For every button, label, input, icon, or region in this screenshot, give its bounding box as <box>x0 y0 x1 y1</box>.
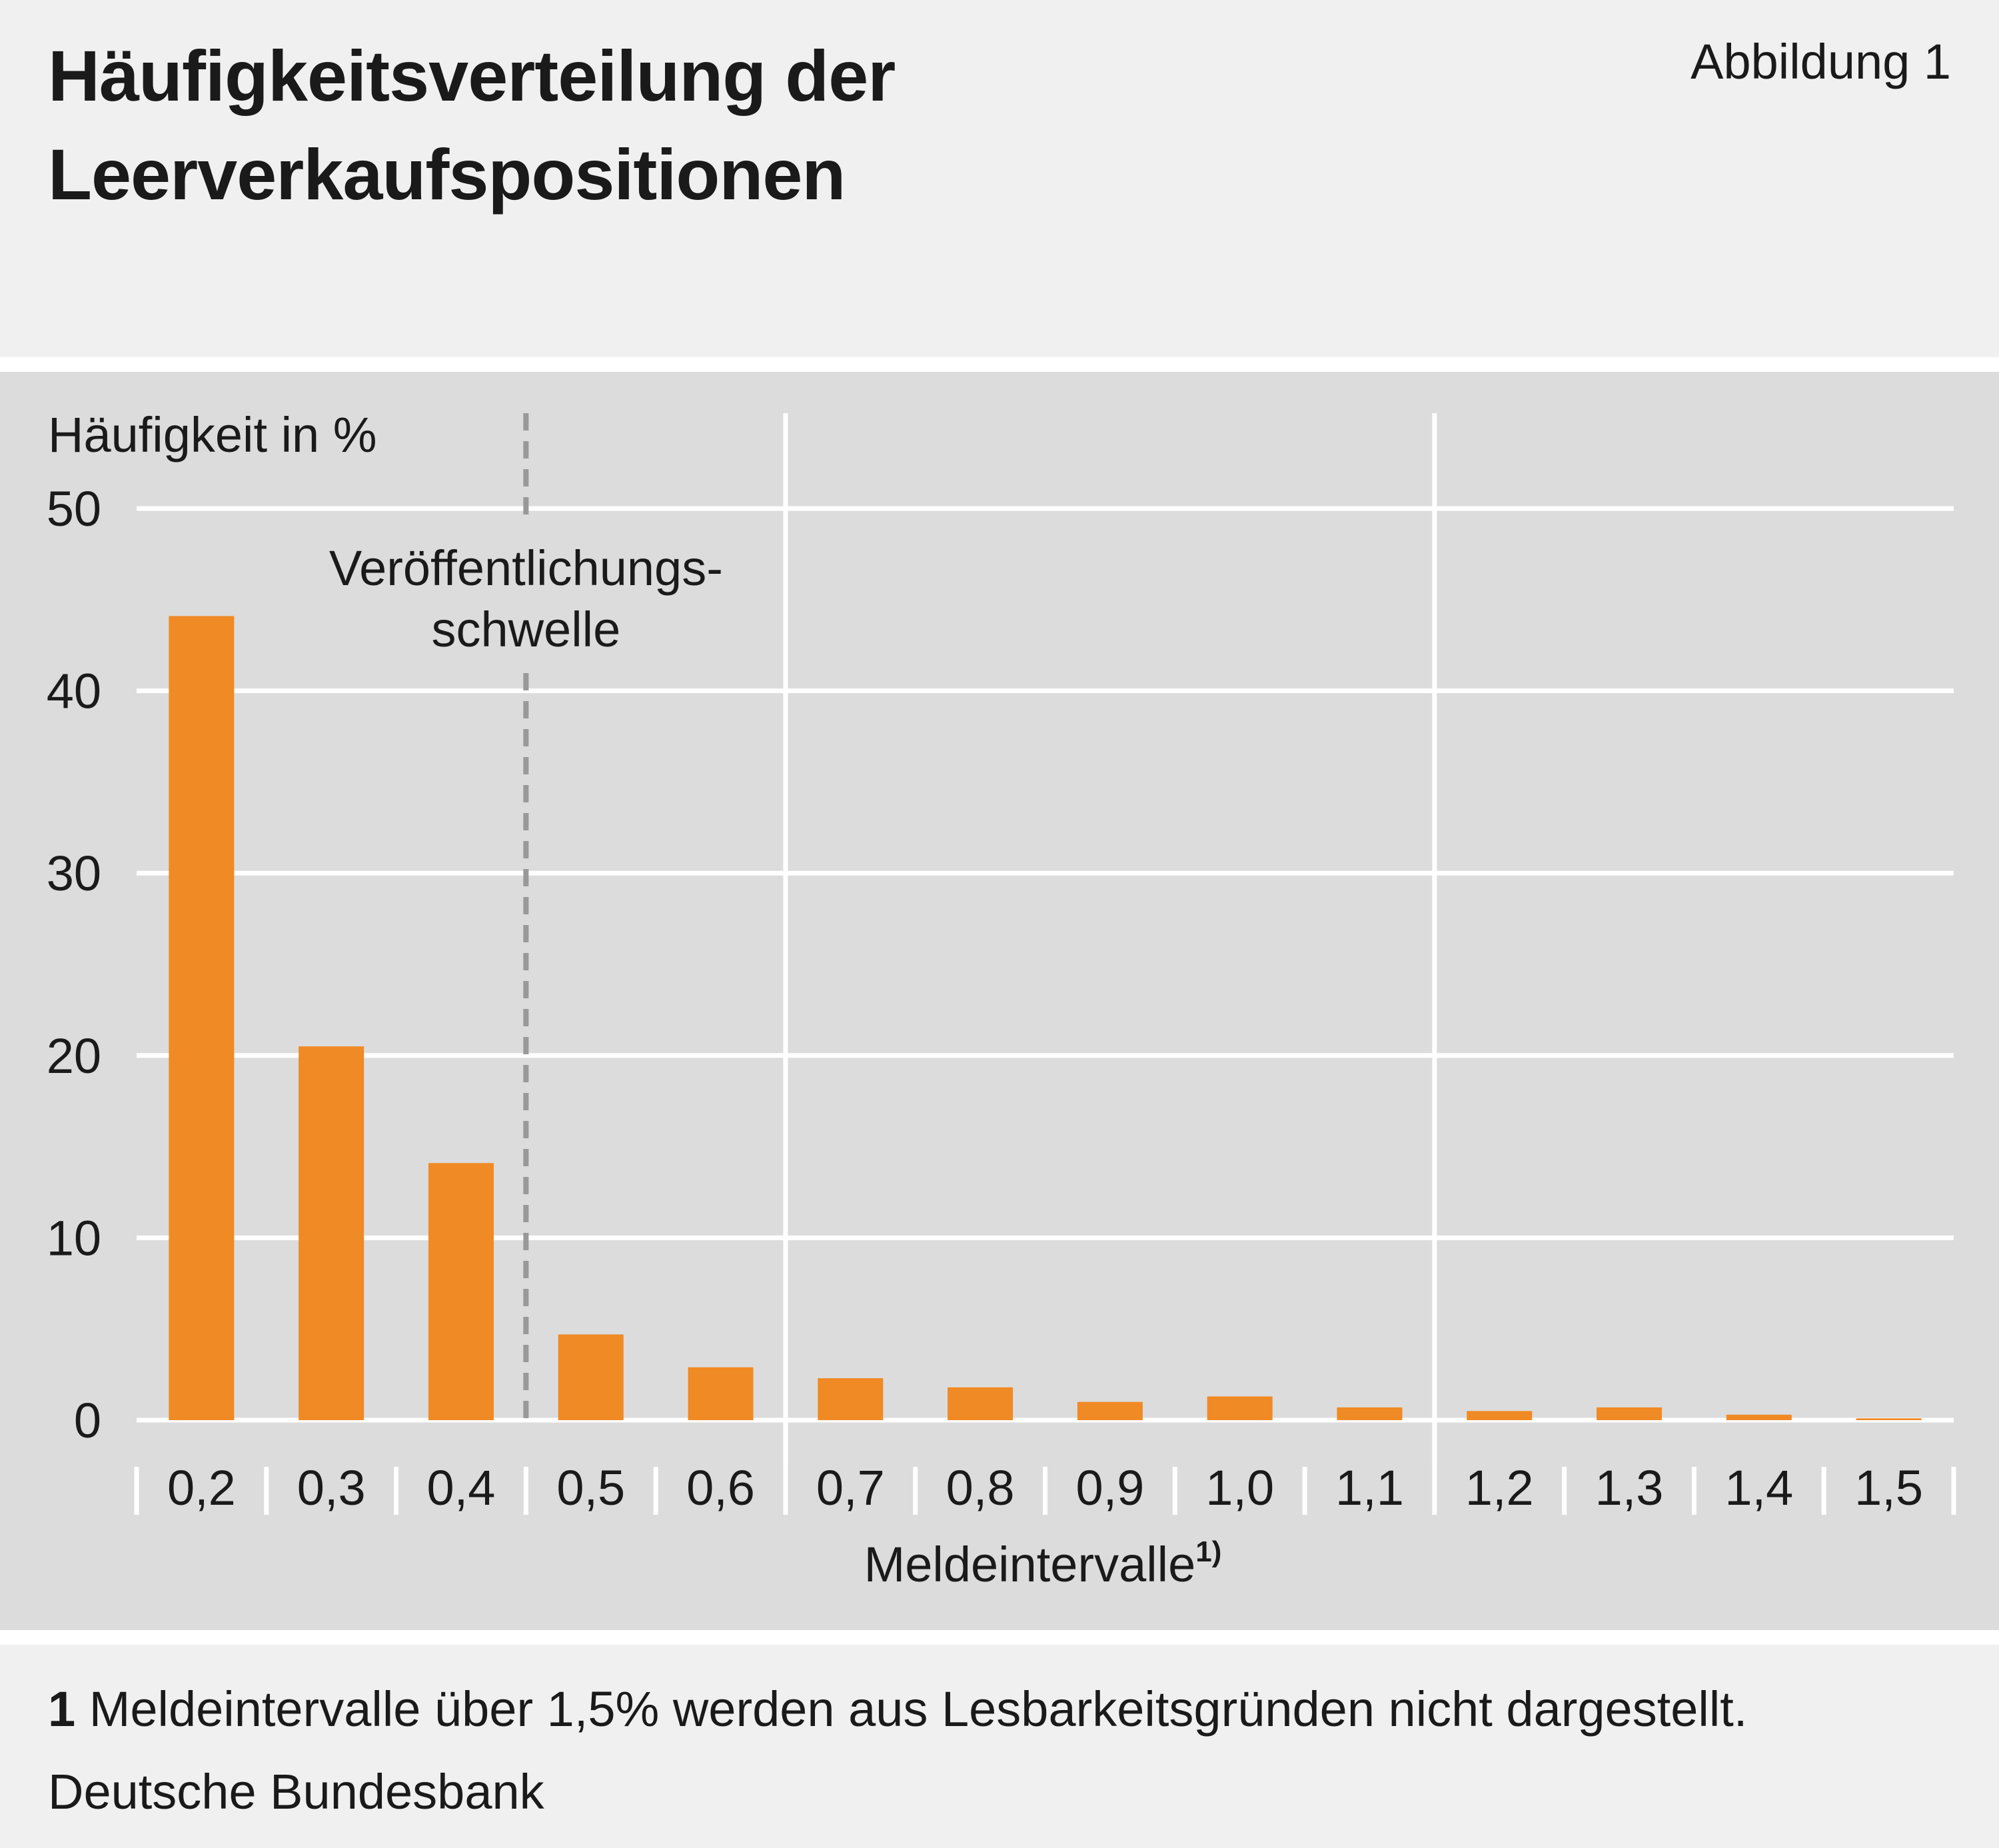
x-tick-label: 1,3 <box>1595 1460 1664 1515</box>
x-tick-label: 0,4 <box>427 1460 496 1515</box>
x-tick-label: 1,0 <box>1205 1460 1274 1515</box>
footnote-text: Meldeintervalle über 1,5% werden aus Les… <box>89 1681 1748 1737</box>
x-axis-label: Meldeintervalle1) <box>864 1535 1222 1592</box>
bar <box>299 1046 364 1420</box>
chart-title: Häufigkeitsverteilung der Leerverkaufspo… <box>48 27 1447 224</box>
separator-bottom <box>0 1630 1999 1645</box>
x-tick-label: 0,6 <box>686 1460 755 1515</box>
bar <box>948 1387 1013 1420</box>
bar <box>1337 1407 1403 1420</box>
bar <box>169 616 235 1420</box>
bar <box>818 1378 884 1420</box>
footnote-number: 1 <box>48 1681 76 1737</box>
bar <box>1467 1411 1533 1420</box>
y-tick-label: 50 <box>47 481 101 536</box>
bar <box>558 1334 624 1420</box>
separator-top <box>0 357 1999 372</box>
y-tick-label: 30 <box>47 846 101 901</box>
footnote: 1 Meldeintervalle über 1,5% werden aus L… <box>48 1679 1747 1739</box>
source-note: Deutsche Bundesbank <box>48 1764 544 1819</box>
y-tick-label: 20 <box>47 1028 101 1084</box>
y-tick-label: 40 <box>47 664 101 719</box>
y-tick-label: 0 <box>74 1393 101 1448</box>
bar-chart: 0 10 20 30 40 50 Häufigkeit in % 0,2 0,3 0,4 0,5 0,… <box>47 407 1956 1592</box>
x-tick-label: 0,2 <box>167 1460 236 1515</box>
bar <box>1077 1401 1143 1420</box>
y-axis-label: Häufigkeit in % <box>48 407 377 462</box>
x-tick-label: 0,8 <box>946 1460 1015 1515</box>
title-line-2: Leerverkaufspositionen <box>48 134 846 215</box>
x-tick-label: 1,5 <box>1854 1460 1923 1515</box>
x-tick-label: 0,5 <box>556 1460 625 1515</box>
bar <box>1597 1407 1663 1420</box>
x-tick-label: 1,2 <box>1465 1460 1534 1515</box>
threshold-label-line-1: Veröffentlichungs- <box>329 540 723 596</box>
x-tick-label: 0,9 <box>1075 1460 1144 1515</box>
title-line-1: Häufigkeitsverteilung der <box>48 35 896 116</box>
footer <box>0 1645 1999 1848</box>
chart-area: 0 10 20 30 40 50 Häufigkeit in % 0,2 0,3 0,4 0,5 0,… <box>0 372 1999 1630</box>
bar <box>1726 1414 1792 1420</box>
bar <box>1207 1396 1273 1420</box>
y-tick-label: 10 <box>47 1210 101 1266</box>
bar <box>1856 1418 1922 1420</box>
x-tick-label: 1,4 <box>1724 1460 1793 1515</box>
bar <box>688 1367 754 1420</box>
threshold-label-line-2: schwelle <box>431 602 620 657</box>
x-tick-label: 0,3 <box>297 1460 366 1515</box>
header: Häufigkeitsverteilung der Leerverkaufspo… <box>0 0 1999 357</box>
x-tick-label: 0,7 <box>816 1460 885 1515</box>
bar <box>428 1163 494 1420</box>
figure-label: Abbildung 1 <box>1690 34 1951 89</box>
x-tick-label: 1,1 <box>1335 1460 1404 1515</box>
